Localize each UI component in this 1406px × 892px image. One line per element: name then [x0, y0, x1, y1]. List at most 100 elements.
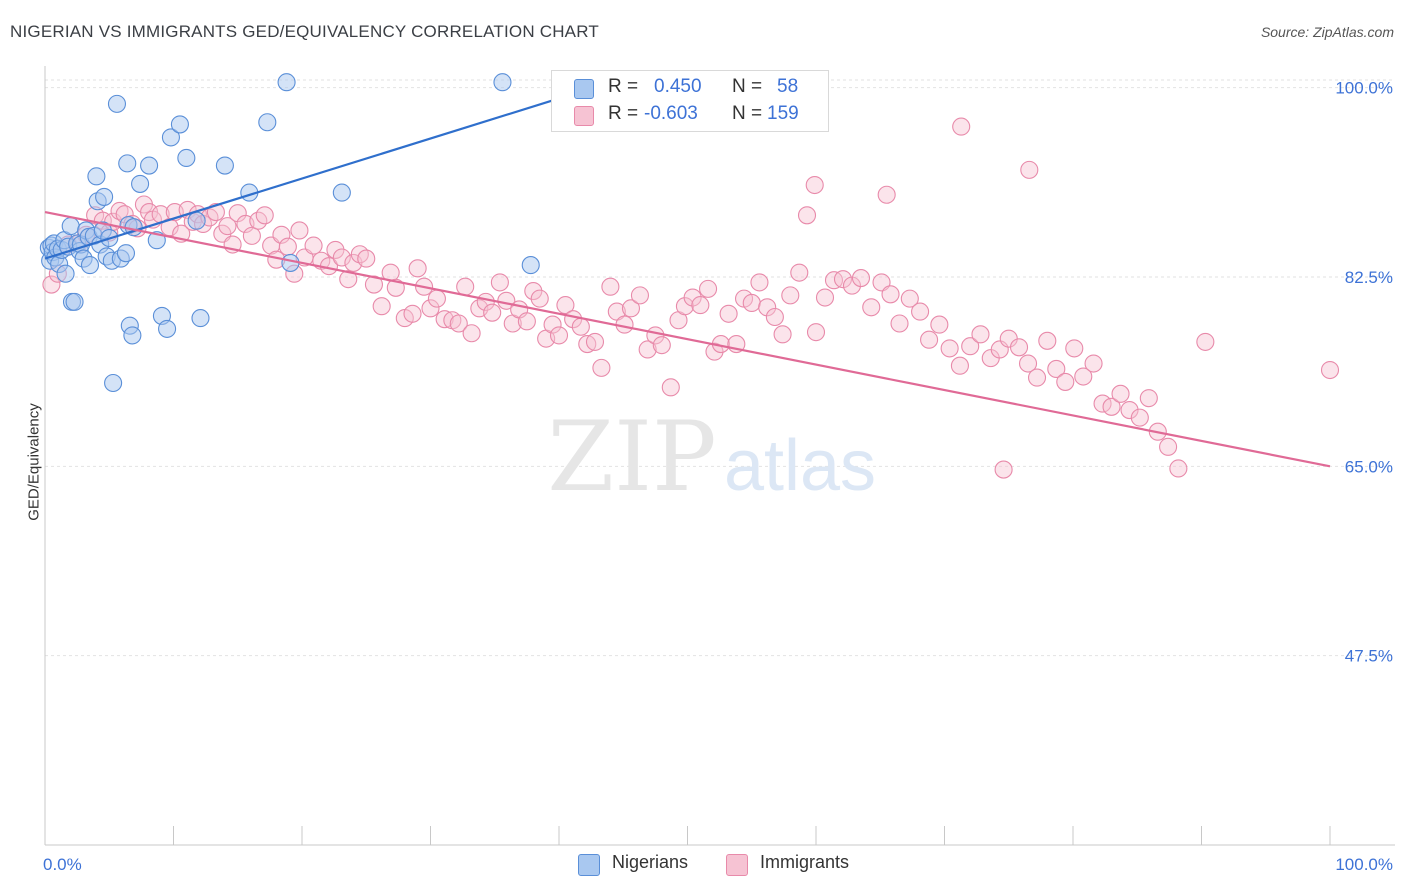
immigrants-point	[601, 277, 620, 296]
nigerians-point	[177, 148, 196, 168]
immigrants-point	[638, 340, 657, 359]
y-tick-label: 100.0%	[1335, 79, 1393, 98]
nigerians-point	[61, 217, 80, 236]
nigerians-point	[87, 167, 106, 186]
immigrants-point	[1120, 401, 1139, 420]
immigrants-point	[765, 307, 784, 327]
nigerians-point	[187, 211, 206, 230]
immigrants-point	[304, 236, 323, 255]
nigerians-trend-line	[44, 97, 560, 260]
immigrants-point	[1027, 368, 1047, 387]
trend-lines	[44, 97, 1331, 468]
immigrants-point	[877, 185, 896, 204]
immigrants-point	[621, 299, 641, 318]
immigrants-point	[683, 288, 702, 307]
immigrants-point	[994, 460, 1013, 479]
immigrants-point	[462, 324, 481, 343]
immigrants-point	[1038, 331, 1057, 350]
x-tick-label: 100.0%	[1335, 855, 1393, 874]
legend-n-value: 58	[777, 76, 799, 97]
nigerians-point	[161, 128, 180, 147]
immigrants-point	[585, 332, 605, 351]
immigrants-point	[255, 206, 274, 225]
watermark-zip: ZIP	[547, 401, 716, 513]
immigrants-point	[408, 259, 427, 278]
immigrants-point	[851, 269, 871, 288]
immigrants-point	[372, 297, 391, 316]
immigrants-point	[1169, 459, 1188, 478]
immigrants-point	[42, 275, 61, 294]
immigrants-point	[705, 342, 724, 361]
immigrants-point	[950, 356, 969, 375]
immigrants-point	[592, 358, 611, 377]
nigerians-point	[493, 73, 512, 92]
immigrants-point	[456, 277, 475, 296]
x-tick-label: 0.0%	[43, 855, 82, 874]
nigerians-point	[277, 73, 296, 92]
immigrants-point	[1159, 437, 1178, 456]
immigrants-point	[1139, 389, 1158, 408]
watermark-atlas: atlas	[724, 426, 876, 506]
immigrants-point	[1196, 332, 1215, 351]
legend-n-label: N =	[732, 76, 763, 97]
immigrants-point	[1009, 338, 1029, 357]
legend-n-label: N =	[732, 103, 763, 124]
nigerians-point	[123, 326, 142, 345]
immigrants-point	[339, 270, 358, 289]
legend-r-label: R =	[608, 103, 639, 124]
immigrants-point	[110, 201, 129, 221]
nigerians-point	[215, 156, 234, 175]
immigrants-point	[278, 237, 297, 256]
legend-r-value: 0.450	[654, 76, 702, 97]
immigrants-swatch	[574, 106, 594, 126]
immigrants-point	[272, 225, 291, 244]
nigerians-point	[158, 319, 177, 338]
immigrants-point	[797, 206, 817, 225]
nigerians-point	[170, 115, 189, 134]
immigrants-point	[661, 378, 680, 397]
immigrants-point	[242, 226, 261, 245]
nigerians-point	[116, 244, 136, 263]
immigrants-point	[403, 304, 422, 323]
immigrants-point	[833, 270, 853, 289]
immigrants-point	[332, 248, 351, 267]
immigrants-point	[719, 304, 738, 323]
nigerians-point	[332, 183, 351, 202]
immigrants-point	[952, 117, 971, 136]
immigrants-point	[556, 296, 575, 315]
nigerians-point	[258, 113, 277, 132]
stats-legend: R = 0.450 N = 58 R = -0.603 N = 159	[551, 70, 829, 132]
legend-n-value: 159	[767, 103, 799, 124]
nigerians-point	[107, 94, 127, 113]
immigrants-point	[961, 337, 980, 356]
immigrants-point	[490, 273, 509, 292]
legend-label-nigerians: Nigerians	[612, 852, 689, 872]
immigrants-point	[750, 273, 769, 292]
nigerians-point	[65, 292, 84, 311]
nigerians-point	[521, 256, 540, 275]
immigrants-point	[691, 296, 710, 315]
legend-r-label: R =	[608, 76, 639, 97]
immigrants-point	[824, 271, 844, 290]
nigerians-swatch	[578, 854, 600, 876]
immigrants-point	[1065, 339, 1084, 358]
immigrants-point	[1130, 408, 1149, 427]
immigrants-point	[218, 217, 237, 236]
immigrants-point	[630, 286, 650, 305]
immigrants-point	[890, 314, 909, 333]
watermark: ZIP atlas	[547, 401, 876, 513]
immigrants-point	[1084, 354, 1103, 373]
legend-label-immigrants: Immigrants	[760, 852, 850, 872]
immigrants-point	[530, 289, 549, 308]
axes	[44, 66, 1395, 846]
immigrants-point	[815, 288, 835, 307]
immigrants-point	[1056, 372, 1075, 391]
immigrants-point	[900, 289, 919, 308]
nigerians-swatch	[574, 79, 594, 99]
immigrants-point	[427, 289, 446, 308]
immigrants-point	[386, 278, 405, 297]
immigrants-point	[571, 317, 590, 336]
legend-r-value: -0.603	[644, 103, 698, 124]
immigrants-point	[524, 281, 543, 301]
